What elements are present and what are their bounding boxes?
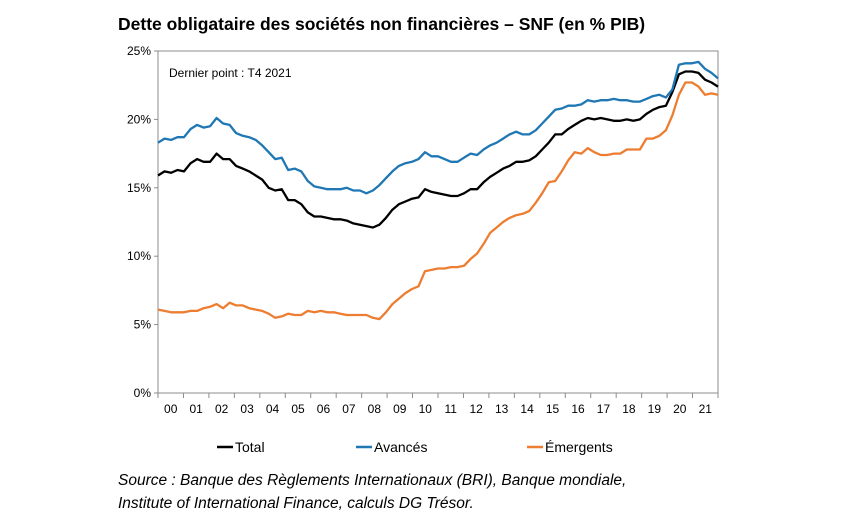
x-tick-label: 17 — [597, 402, 611, 416]
series-lines — [157, 60, 719, 321]
x-tick-label: 02 — [215, 402, 229, 416]
source-line-1: Source : Banque des Règlements Internati… — [118, 472, 627, 489]
y-tick-label: 20% — [127, 112, 151, 126]
x-tick-label: 19 — [648, 402, 662, 416]
x-tick-label: 06 — [317, 402, 331, 416]
x-tick-label: 00 — [164, 402, 178, 416]
last-point-annotation: Dernier point : T4 2021 — [169, 66, 292, 80]
line-chart: 0% 5% 10% 15% 20% 25% 00 01 02 03 04 05 06 07 08 09 10 1… — [127, 44, 719, 455]
x-tick-label: 13 — [495, 402, 509, 416]
x-tick-label: 05 — [291, 402, 305, 416]
x-tick-label: 21 — [699, 402, 713, 416]
x-tick-label: 09 — [393, 402, 407, 416]
chart-title: Dette obligataire des sociétés non finan… — [118, 14, 646, 34]
x-tick-label: 14 — [520, 402, 534, 416]
y-axis: 0% 5% 10% 15% 20% 25% — [127, 44, 158, 400]
series-line-3 — [157, 81, 719, 321]
x-tick-label: 08 — [368, 402, 382, 416]
series-line-1 — [157, 70, 719, 229]
y-tick-label: 0% — [134, 386, 152, 400]
legend-label: Total — [235, 439, 265, 455]
series-line-2 — [157, 60, 719, 195]
y-tick-label: 25% — [127, 44, 151, 58]
legend-label: Émergents — [545, 439, 613, 455]
x-tick-label: 03 — [240, 402, 254, 416]
x-tick-label: 01 — [190, 402, 204, 416]
y-tick-label: 15% — [127, 181, 151, 195]
y-tick-label: 5% — [134, 318, 152, 332]
x-tick-label: 11 — [444, 402, 457, 416]
x-tick-label: 15 — [546, 402, 560, 416]
x-tick-label: 16 — [571, 402, 585, 416]
x-tick-label: 04 — [266, 402, 280, 416]
source-note: Source : Banque des Règlements Internati… — [118, 469, 626, 515]
source-line-2: Institute of International Finance, calc… — [118, 495, 474, 512]
x-tick-label: 20 — [673, 402, 687, 416]
y-tick-label: 10% — [127, 249, 151, 263]
legend: Total Avancés Émergents — [217, 439, 613, 455]
x-axis: 00 01 02 03 04 05 06 07 08 09 10 11 12 13 14 15 16 17 18 19… — [157, 393, 719, 416]
x-tick-label: 07 — [342, 402, 356, 416]
x-tick-label: 12 — [470, 402, 484, 416]
legend-label: Avancés — [374, 439, 427, 455]
x-tick-label: 18 — [622, 402, 636, 416]
x-tick-label: 10 — [419, 402, 433, 416]
